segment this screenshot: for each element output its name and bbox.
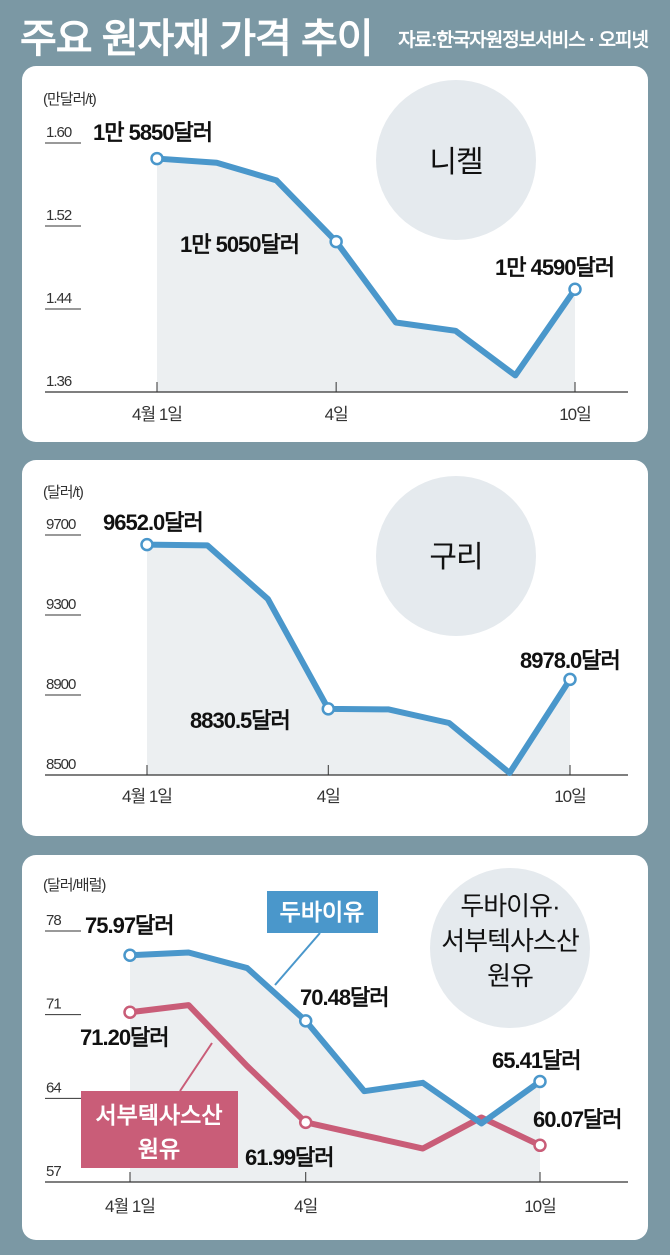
y-tick-label: 9700: [46, 516, 76, 533]
data-label: 1만 5050달러: [180, 232, 299, 257]
x-tick-label: 10일: [554, 787, 586, 806]
chart-title: 구리: [429, 541, 482, 574]
data-label: 70.48달러: [300, 985, 389, 1010]
area-fill: [157, 158, 575, 392]
x-tick-label: 4일: [317, 787, 340, 806]
data-point: [140, 537, 154, 552]
y-axis-unit: (만달러/t): [43, 91, 97, 108]
y-tick-label: 1.60: [46, 124, 72, 141]
data-point: [298, 1115, 313, 1130]
y-tick-label: 9300: [46, 596, 76, 613]
data-label: 61.99달러: [245, 1145, 334, 1170]
x-tick-label: 10일: [524, 1197, 556, 1216]
x-tick-label: 4일: [325, 405, 348, 424]
y-tick-label: 8500: [46, 756, 76, 773]
legend-leader-dubai: [274, 932, 321, 986]
data-label: 1만 4590달러: [495, 255, 614, 280]
y-axis-unit: (달러/t): [43, 484, 84, 501]
data-label: 65.41달러: [492, 1048, 581, 1073]
legend-label-wti: 서부텍사스산: [96, 1102, 223, 1128]
series-line-0: [156, 155, 578, 379]
data-label: 8978.0달러: [520, 648, 620, 673]
legend-label-wti: 원유: [138, 1136, 180, 1162]
y-tick-label: 57: [46, 1163, 61, 1180]
data-point: [568, 282, 582, 297]
data-point: [123, 1005, 137, 1020]
x-tick-label: 10일: [559, 405, 591, 424]
data-point: [123, 948, 137, 963]
data-point: [533, 1074, 547, 1089]
y-tick-label: 71: [46, 996, 61, 1013]
data-point: [533, 1138, 547, 1153]
data-label: 75.97달러: [85, 913, 174, 938]
title-circle: [376, 476, 536, 636]
page-title: 주요 원자재 가격 추이: [20, 17, 373, 61]
x-tick-label: 4월 1일: [122, 787, 172, 806]
data-label: 71.20달러: [80, 1025, 169, 1050]
source-note: 자료:한국자원정보서비스 · 오피넷: [398, 29, 648, 51]
chart-title: 원유: [487, 961, 533, 991]
data-label: 60.07달러: [533, 1107, 622, 1132]
series-line-0: [146, 541, 573, 776]
y-axis-unit: (달러/배럴): [43, 877, 106, 894]
data-point: [321, 702, 336, 716]
data-label: 8830.5달러: [190, 708, 290, 733]
y-tick-label: 78: [46, 912, 61, 929]
legend-label-dubai: 두바이유: [280, 899, 365, 925]
data-label: 1만 5850달러: [93, 120, 212, 145]
chart-0: (만달러/t) 니켈 1.60 1.52 1.44 1.36 4월 1일 4일 10일 1만 58…: [43, 80, 628, 424]
series-line-1: [129, 1002, 542, 1152]
y-tick-label: 1.52: [46, 207, 72, 224]
data-point: [563, 672, 577, 687]
chart-1: (달러/t) 구리 9700 9300 8900 8500 4월 1일 4일 10일 9652.0…: [43, 476, 628, 806]
legend-leader-wti: [179, 1042, 213, 1092]
data-point: [298, 1014, 313, 1028]
y-tick-label: 64: [46, 1079, 61, 1096]
series-line-0: [129, 949, 542, 1127]
y-tick-label: 1.44: [46, 290, 72, 307]
data-point: [150, 151, 164, 166]
title-circle: [376, 80, 536, 240]
legend-box-wti: [81, 1091, 238, 1168]
area-fill: [147, 544, 570, 775]
title-circle: [430, 868, 590, 1028]
legend-box-dubai: [267, 891, 378, 933]
x-tick-label: 4일: [294, 1197, 317, 1216]
chart-title: 니켈: [429, 146, 482, 179]
chart-title: 서부텍사스산: [441, 926, 579, 956]
data-label: 9652.0달러: [103, 510, 203, 535]
chart-title: 두바이유·: [460, 891, 559, 921]
data-point: [329, 234, 343, 249]
x-tick-label: 4월 1일: [105, 1197, 155, 1216]
y-tick-label: 1.36: [46, 373, 72, 390]
y-tick-label: 8900: [46, 676, 76, 693]
x-tick-label: 4월 1일: [132, 405, 182, 424]
